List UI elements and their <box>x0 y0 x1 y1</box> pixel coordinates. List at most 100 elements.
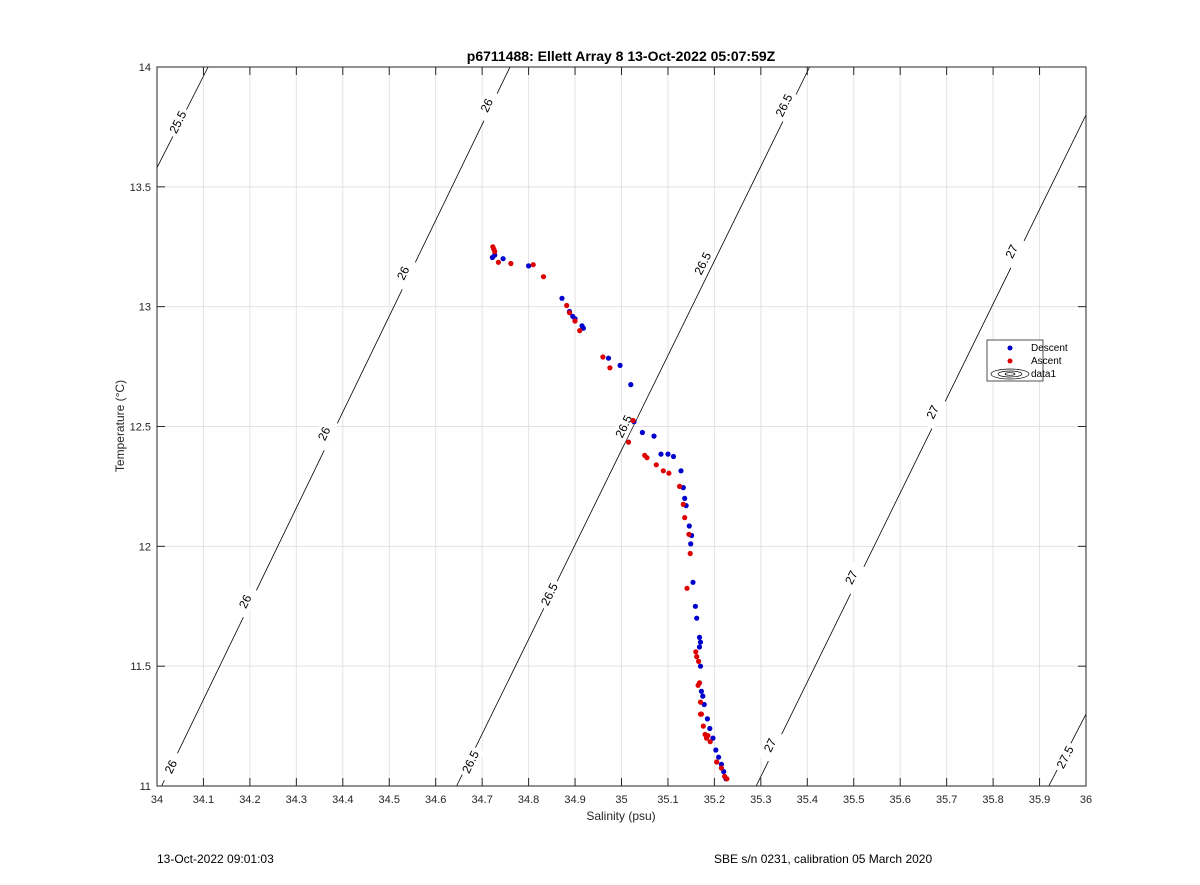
descent-point <box>710 735 716 741</box>
legend-descent-label: Descent <box>1031 343 1068 354</box>
legend-ascent-label: Ascent <box>1031 356 1062 367</box>
x-tick-label: 34.4 <box>332 794 353 806</box>
x-tick-label: 35.9 <box>1029 794 1050 806</box>
descent-point <box>617 362 623 368</box>
ascent-point <box>680 501 686 507</box>
descent-point <box>658 451 664 457</box>
ascent-point <box>508 260 514 267</box>
ascent-point <box>540 274 547 280</box>
contour-label: 27 <box>761 736 780 754</box>
contour-label-gap <box>535 577 564 612</box>
x-tick-label: 34 <box>151 794 163 806</box>
contour-label: 26 <box>478 96 497 114</box>
ascent-point <box>492 248 498 255</box>
ascent-point <box>714 759 720 765</box>
contour-label-gap <box>997 234 1026 269</box>
contour-label-gap <box>473 88 501 123</box>
contour-label-gap <box>389 256 417 291</box>
x-tick-label: 35.4 <box>797 794 818 806</box>
y-tick-label: 11.5 <box>130 661 151 673</box>
axes <box>156 66 1087 787</box>
ascent-point <box>572 318 578 324</box>
contour-label: 27 <box>1003 242 1022 260</box>
footer-timestamp: 13-Oct-2022 09:01:03 <box>157 852 274 866</box>
contour-label-gap <box>231 584 259 619</box>
ascent-point <box>705 733 711 739</box>
descent-point <box>686 523 692 529</box>
x-tick-label: 34.8 <box>518 794 539 806</box>
descent-point <box>697 639 704 645</box>
descent-point <box>701 701 707 708</box>
ascent-point <box>724 776 730 782</box>
footer-calibration: SBE s/n 0231, calibration 05 March 2020 <box>714 852 933 866</box>
descent-point <box>500 256 506 262</box>
ascent-point <box>684 585 690 591</box>
y-tick-label: 12 <box>139 541 151 553</box>
ascent-point <box>697 699 704 705</box>
ascent-point <box>696 658 702 665</box>
ascent-point <box>625 439 632 445</box>
contour-label-gap <box>164 105 192 140</box>
y-tick-label: 14 <box>139 62 151 74</box>
ascent-point <box>660 468 666 474</box>
x-tick-label: 35 <box>615 794 627 806</box>
ascent-point <box>495 259 501 265</box>
contour-label: 26 <box>315 424 334 442</box>
contour-label-gap <box>1051 740 1080 775</box>
ascent-point <box>653 462 659 468</box>
legend-data1-label: data1 <box>1031 369 1056 380</box>
ascent-point <box>577 328 583 334</box>
ascent-point <box>530 262 536 268</box>
contour-label: 27 <box>923 403 942 421</box>
contour-label-gap <box>456 744 485 779</box>
descent-point <box>696 644 703 650</box>
descent-point <box>628 382 634 388</box>
legend-descent-marker <box>1007 345 1013 351</box>
descent-point <box>688 541 694 547</box>
descent-point <box>692 603 699 609</box>
contour-label: 26 <box>236 592 255 610</box>
y-axis-label: Temperature (°C) <box>113 380 127 472</box>
contour-line-27 <box>755 114 1087 787</box>
ascent-point <box>687 550 693 557</box>
contour-line-26.5 <box>456 66 810 787</box>
x-tick-label: 36 <box>1080 794 1092 806</box>
ascent-point <box>566 310 573 316</box>
x-tick-label: 35.6 <box>889 794 910 806</box>
contour-label-gap <box>157 749 185 784</box>
ascent-point <box>682 515 688 521</box>
x-tick-label: 35.8 <box>982 794 1003 806</box>
data-series <box>489 244 730 782</box>
ascent-point <box>707 739 713 745</box>
contour-label-gap <box>918 395 947 430</box>
ascent-point <box>686 531 692 537</box>
descent-point <box>707 725 713 732</box>
x-tick-label: 34.3 <box>286 794 307 806</box>
x-tick-label: 35.5 <box>843 794 864 806</box>
ascent-point <box>666 470 672 476</box>
ascent-point <box>644 455 650 461</box>
descent-point <box>665 451 671 457</box>
descent-point <box>697 663 704 669</box>
x-tick-label: 34.1 <box>193 794 214 806</box>
x-tick-label: 35.1 <box>657 794 678 806</box>
descent-point <box>639 429 646 436</box>
ascent-point <box>564 302 570 309</box>
x-axis-label: Salinity (psu) <box>586 809 655 823</box>
descent-point <box>694 615 700 621</box>
ascent-point <box>700 723 706 729</box>
descent-point <box>696 634 703 641</box>
descent-point <box>526 263 532 269</box>
legend: Descent Ascent data1 <box>986 339 1068 382</box>
contour-label-gap <box>837 560 866 595</box>
y-tick-label: 13 <box>139 302 151 314</box>
descent-point <box>700 693 706 699</box>
contour-label-gap <box>756 728 784 763</box>
descent-point <box>559 295 565 301</box>
series-ascent <box>490 244 730 782</box>
chart-title: p6711488: Ellett Array 8 13-Oct-2022 05:… <box>467 48 776 64</box>
x-tick-label: 35.7 <box>936 794 957 806</box>
contour-label-gap <box>610 409 638 444</box>
ascent-point <box>694 654 700 660</box>
series-descent <box>489 252 729 782</box>
